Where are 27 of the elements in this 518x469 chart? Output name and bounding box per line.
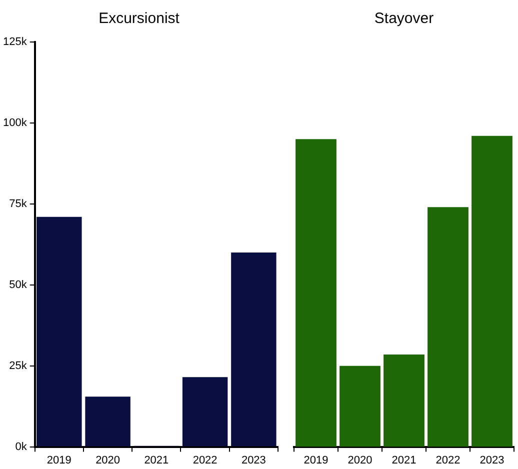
bar [182, 377, 228, 446]
x-tick-label: 2020 [96, 454, 120, 466]
bar [428, 207, 468, 447]
x-tick-label: 2022 [192, 454, 218, 466]
x-tick-label: 2021 [392, 454, 416, 466]
x-tick-label: 2022 [436, 454, 460, 466]
bar [36, 216, 82, 446]
bar [340, 366, 380, 447]
bar [384, 354, 424, 447]
x-tick-label: 2020 [348, 454, 372, 466]
y-tick-label: 50k [9, 278, 28, 291]
x-tick-label: 2019 [304, 454, 328, 466]
x-tick-label: 2019 [46, 454, 72, 466]
y-tick-label: 125k [2, 36, 28, 48]
bar [472, 136, 512, 447]
y-tick-label: 100k [2, 116, 28, 129]
y-tick-label: 25k [9, 360, 28, 372]
x-tick-label: 2023 [480, 454, 504, 466]
chart-title: Stayover [374, 10, 434, 28]
y-tick-label: 0k [15, 440, 28, 453]
x-tick-label: 2021 [144, 454, 169, 466]
y-tick-label: 75k [9, 198, 28, 210]
chart-title: Excursionist [98, 10, 180, 28]
bar [296, 139, 336, 447]
bar [85, 396, 130, 446]
x-tick-label: 2023 [241, 454, 266, 466]
bar [231, 252, 276, 446]
